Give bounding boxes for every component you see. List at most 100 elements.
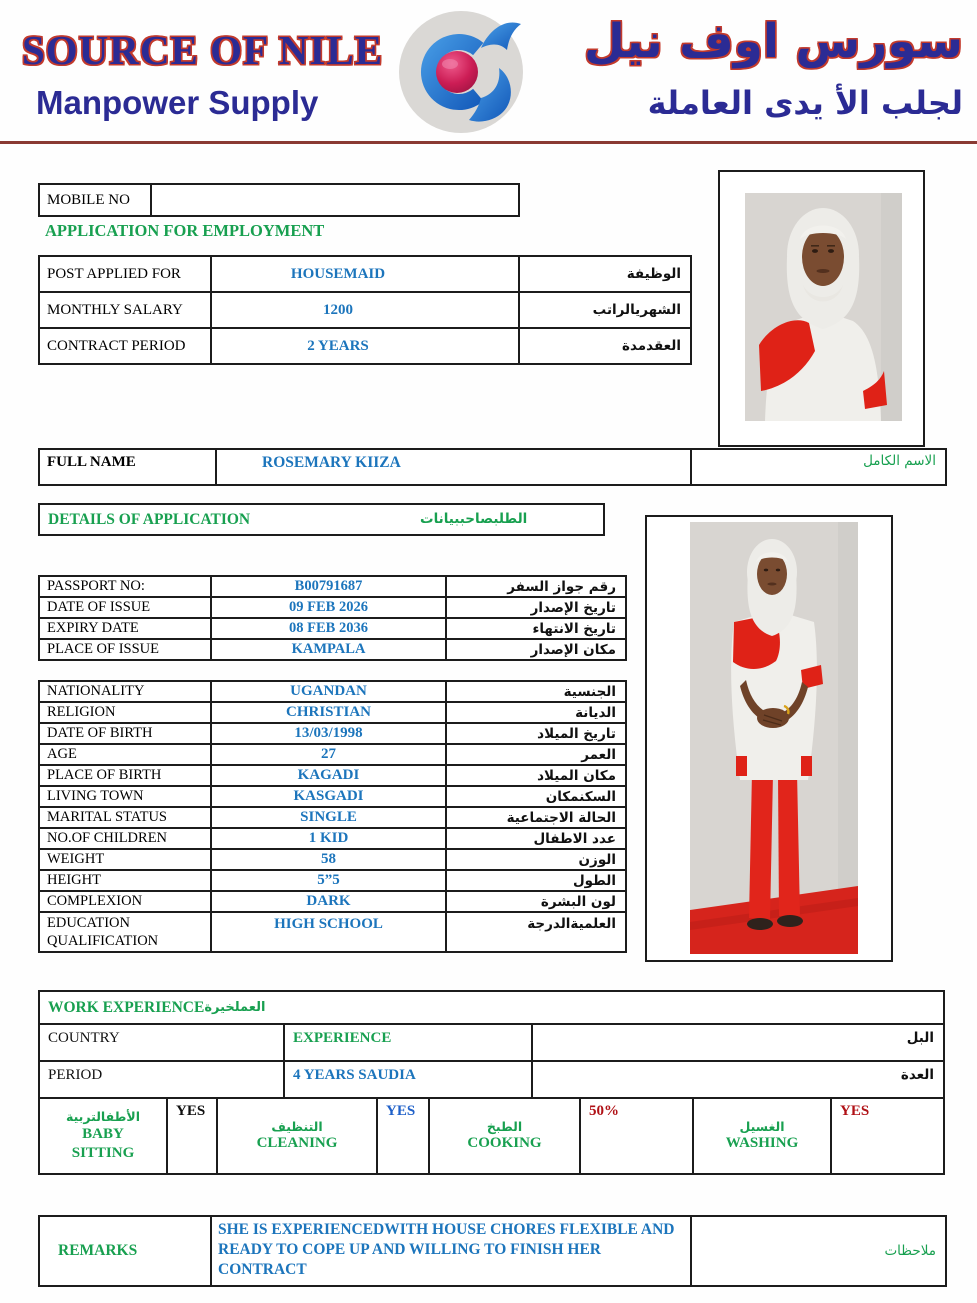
application-title: APPLICATION FOR EMPLOYMENT [45, 221, 325, 240]
post-applied-label: POST APPLIED FOR [38, 255, 212, 293]
age-value: 27 [210, 743, 447, 766]
contract-period-label: CONTRACT PERIOD [38, 327, 212, 365]
details-title-ar: الطلبصاحببيانات [420, 511, 528, 527]
height-value: 5”5 [210, 869, 447, 892]
monthly-salary-label: MONTHLY SALARY [38, 291, 212, 329]
passport-table: PASSPORT NO: B00791687 رقم جواز السفر DA… [38, 575, 627, 661]
remarks-label-ar: ملاحظات [690, 1215, 947, 1287]
place-of-birth-label: PLACE OF BIRTH [38, 764, 212, 787]
skill-washing: الغسيل WASHING [694, 1099, 832, 1173]
company-logo-icon [399, 11, 523, 133]
skill-cleaning: التنظيف CLEANING [218, 1099, 378, 1173]
full-name-table: FULL NAME ROSEMARY KIIZA الاسم الكامل [38, 448, 947, 486]
nationality-value: UGANDAN [210, 680, 447, 703]
personal-details-table: NATIONALITY UGANDAN الجنسية RELIGION CHR… [38, 680, 627, 954]
company-subtitle-arabic: لجلب الأ يدى العاملة [647, 84, 963, 122]
skill-baby-sitting-label-ar: الأطفالتربية [65, 1109, 140, 1125]
applicant-photo-full-frame [645, 515, 893, 962]
full-name-value: ROSEMARY KIIZA [215, 448, 692, 486]
living-town-label: LIVING TOWN [38, 785, 212, 808]
religion-value: CHRISTIAN [210, 701, 447, 724]
work-experience-section: WORK EXPERIENCE العملخيرة COUNTRY EXPERIE… [38, 990, 945, 1175]
remarks-text: SHE IS EXPERIENCEDWITH HOUSE CHORES FLEX… [210, 1215, 692, 1287]
work-experience-title: WORK EXPERIENCE [48, 998, 205, 1016]
children-value: 1 KID [210, 827, 447, 850]
header-divider [0, 141, 977, 144]
place-of-issue-value: KAMPALA [210, 638, 447, 661]
monthly-salary-value: 1200 [210, 291, 520, 329]
applicant-photo-portrait-frame [718, 170, 925, 447]
mobile-no-field [150, 183, 520, 217]
age-label: AGE [38, 743, 212, 766]
weight-label-ar: الوزن [445, 848, 627, 871]
skill-baby-sitting-value: YES [168, 1099, 218, 1173]
skill-cleaning-value: YES [378, 1099, 430, 1173]
monthly-salary-label-ar: الشهريالراتب [518, 291, 692, 329]
work-experience-title-ar: العملخيرة [204, 1000, 266, 1015]
religion-label: RELIGION [38, 701, 212, 724]
religion-label-ar: الديانة [445, 701, 627, 724]
place-of-birth-label-ar: مكان الميلاد [445, 764, 627, 787]
marital-status-label-ar: الحالة الاجتماعية [445, 806, 627, 829]
date-of-birth-label-ar: تاريخ الميلاد [445, 722, 627, 745]
height-label: HEIGHT [38, 869, 212, 892]
period-value: 4 YEARS SAUDIA [285, 1062, 533, 1097]
company-name: SOURCE OF NILE [22, 27, 384, 73]
skill-baby-sitting: الأطفالتربية BABY SITTING [40, 1099, 168, 1173]
education-label: EDUCATION QUALIFICATION [38, 910, 212, 954]
marital-status-value: SINGLE [210, 806, 447, 829]
post-applied-value: HOUSEMAID [210, 255, 520, 293]
marital-status-label: MARITAL STATUS [38, 806, 212, 829]
post-applied-label-ar: الوظيفة [518, 255, 692, 293]
skill-cooking-label: COOKING [467, 1135, 542, 1152]
skill-washing-label-ar: الغسيل [739, 1118, 785, 1134]
complexion-value: DARK [210, 890, 447, 913]
children-label-ar: عدد الاطفال [445, 827, 627, 850]
applicant-photo-portrait [745, 193, 902, 421]
place-of-birth-value: KAGADI [210, 764, 447, 787]
remarks-label: REMARKS [38, 1215, 212, 1287]
living-town-value: KASGADI [210, 785, 447, 808]
skill-cooking-label-ar: الطبخ [486, 1118, 523, 1134]
skill-cooking: الطبخ COOKING [430, 1099, 581, 1173]
applicant-photo-full [690, 522, 858, 954]
application-table: POST APPLIED FOR HOUSEMAID الوظيفة MONTH… [38, 255, 692, 365]
skill-washing-value: YES [840, 1103, 870, 1119]
period-row: PERIOD 4 YEARS SAUDIA العدة [40, 1062, 943, 1099]
living-town-label-ar: السكنمكان [445, 785, 627, 808]
details-title: DETAILS OF APPLICATION [48, 511, 251, 528]
mobile-no-label: MOBILE NO [38, 183, 152, 217]
experience-label: EXPERIENCE [285, 1025, 533, 1060]
height-label-ar: الطول [445, 869, 627, 892]
period-label: PERIOD [40, 1062, 285, 1097]
skill-cooking-value: 50% [581, 1099, 694, 1173]
skill-cleaning-label-ar: التنظيف [271, 1118, 323, 1134]
place-of-issue-label: PLACE OF ISSUE [38, 638, 212, 661]
details-section-header: DETAILS OF APPLICATION الطلبصاحببيانات [38, 503, 605, 536]
contract-period-value: 2 YEARS [210, 327, 520, 365]
children-label: NO.OF CHILDREN [38, 827, 212, 850]
education-label-ar: العلميةالدرجة [445, 910, 627, 954]
date-of-issue-label: DATE OF ISSUE [38, 596, 212, 619]
header: SOURCE OF NILE Manpower Supply سو [0, 0, 977, 141]
contract-period-label-ar: العقدمدة [518, 327, 692, 365]
expiry-date-label-ar: تاريخ الانتهاء [445, 617, 627, 640]
skill-washing-label: WASHING [725, 1135, 799, 1152]
passport-no-value: B00791687 [210, 575, 447, 598]
skill-cleaning-label: CLEANING [256, 1135, 338, 1152]
age-label-ar: العمر [445, 743, 627, 766]
place-of-issue-label-ar: مكان الإصدار [445, 638, 627, 661]
education-value: HIGH SCHOOL [210, 910, 447, 954]
remarks-table: REMARKS SHE IS EXPERIENCEDWITH HOUSE CHO… [38, 1215, 947, 1287]
weight-value: 58 [210, 848, 447, 871]
country-label: COUNTRY [40, 1025, 285, 1060]
date-of-birth-value: 13/03/1998 [210, 722, 447, 745]
nationality-label: NATIONALITY [38, 680, 212, 703]
complexion-label: COMPLEXION [38, 890, 212, 913]
passport-no-label: PASSPORT NO: [38, 575, 212, 598]
passport-no-label-ar: رقم جواز السفر [445, 575, 627, 598]
company-name-arabic: سورس اوف نيل [583, 14, 963, 69]
weight-label: WEIGHT [38, 848, 212, 871]
date-of-birth-label: DATE OF BIRTH [38, 722, 212, 745]
full-name-label: FULL NAME [38, 448, 217, 486]
